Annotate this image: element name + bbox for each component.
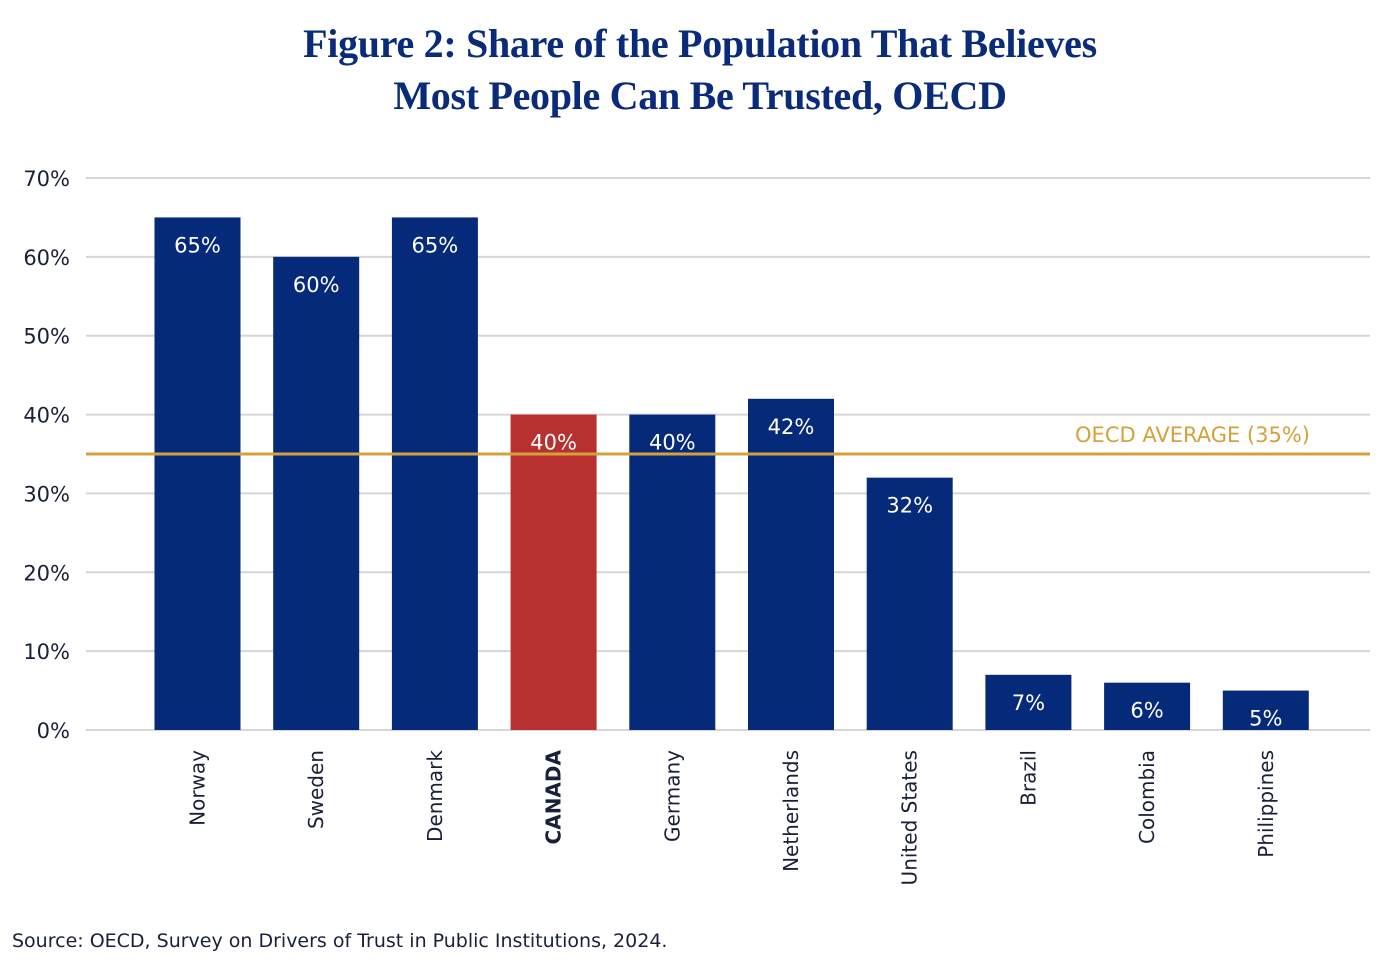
bar-denmark [391,217,478,730]
y-tick-label: 10% [23,640,70,664]
bar-value-label: 65% [174,233,221,257]
y-axis: 0% 10% 20% 30% 40% 50% 60% 70% [23,167,70,743]
chart-title: Figure 2: Share of the Population That B… [0,18,1400,122]
bar-value-label: 60% [293,273,340,297]
bar-canada [510,414,597,730]
bar-value-label: 65% [412,233,459,257]
bar-united-states [866,477,953,730]
bar-data-labels: 65% 60% 65% 40% 40% 42% 32% 7% 6% 5% [174,233,1282,730]
bar-value-label: 32% [886,494,933,518]
bar-norway [154,217,241,730]
y-tick-label: 20% [23,561,70,585]
y-tick-label: 70% [23,167,70,191]
y-tick-label: 50% [23,325,70,349]
x-tick-label: Brazil [1016,750,1040,806]
x-tick-label: Norway [186,750,210,826]
bar-philippines [1222,690,1309,730]
x-tick-label: Germany [660,750,684,842]
chart-title-line-2: Most People Can Be Trusted, OECD [393,73,1007,118]
x-tick-label: United States [898,750,922,885]
bar-value-label: 5% [1249,707,1282,731]
source-note: Source: OECD, Survey on Drivers of Trust… [12,930,668,952]
x-tick-label: CANADA [542,749,566,844]
bar-netherlands [748,398,834,730]
x-tick-label: Denmark [423,750,447,842]
bar-germany [629,414,716,730]
bar-value-label: 6% [1130,699,1163,723]
x-tick-label: Colombia [1135,750,1159,844]
x-tick-label: Sweden [304,750,328,829]
y-tick-label: 60% [23,246,70,270]
x-tick-label: Netherlands [779,750,803,872]
bar-value-label: 40% [649,431,696,455]
bar-value-label: 42% [768,415,815,439]
bar-brazil [985,674,1072,730]
y-tick-label: 40% [23,404,70,428]
y-tick-label: 0% [37,719,70,743]
bar-sweden [273,256,360,730]
bar-value-label: 40% [530,431,577,455]
bar-colombia [1104,682,1191,730]
y-tick-label: 30% [23,482,70,506]
x-axis: Norway Sweden Denmark CANADA Germany Netherla… [186,749,1278,885]
oecd-average-label: OECD AVERAGE (35%) [1075,423,1310,447]
x-tick-label: Philippines [1254,750,1278,858]
average-reference: OECD AVERAGE (35%) [86,423,1370,456]
chart-title-line-1: Figure 2: Share of the Population That B… [303,21,1097,66]
bar-value-label: 7% [1012,691,1045,715]
